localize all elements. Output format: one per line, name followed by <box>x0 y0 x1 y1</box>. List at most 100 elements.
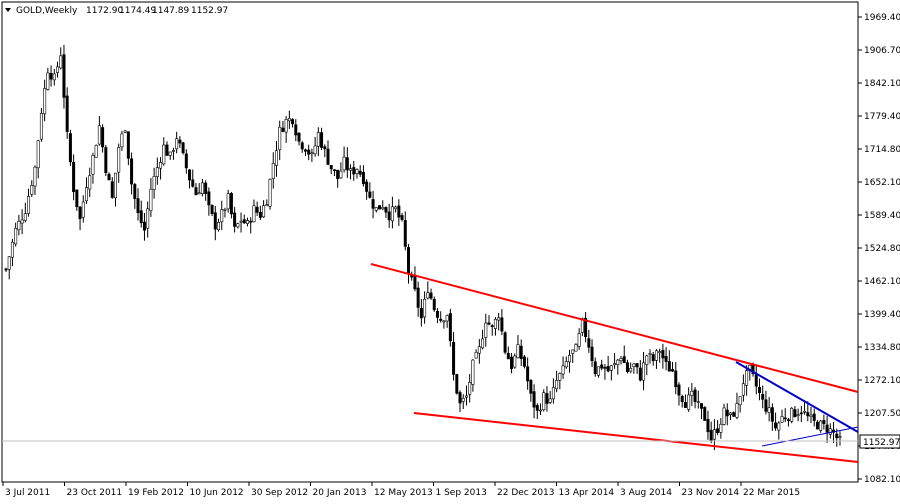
candle-body <box>671 369 675 372</box>
candle-body <box>274 150 278 166</box>
candle-body <box>413 274 417 290</box>
candle-body <box>352 167 356 175</box>
candle-body <box>68 133 72 163</box>
candle-body <box>558 373 562 381</box>
candle-body <box>548 398 552 403</box>
candle-body <box>564 361 568 368</box>
candle-body <box>696 401 700 403</box>
candle-body <box>809 414 813 417</box>
candle-body <box>56 66 60 73</box>
candle-body <box>384 207 388 213</box>
collapse-arrow-icon[interactable] <box>5 8 11 12</box>
candle-body <box>197 192 201 195</box>
candle-body <box>361 171 365 185</box>
candle-body <box>126 131 130 159</box>
candle-body <box>806 412 810 417</box>
candle-body <box>213 212 217 230</box>
candle-body <box>741 383 745 396</box>
y-tick-label: 1589.40 <box>864 211 900 221</box>
candle-body <box>513 355 517 368</box>
candle-body <box>835 433 839 439</box>
candle-body <box>600 364 604 369</box>
candle-body <box>545 393 549 404</box>
candle-body <box>223 208 227 211</box>
candle-body <box>464 395 468 398</box>
candle-body <box>593 361 597 375</box>
candle-body <box>474 351 478 359</box>
candle-body <box>313 145 317 155</box>
candle-body <box>204 182 208 194</box>
candle-body <box>664 356 668 362</box>
candle-body <box>645 355 649 365</box>
candle-body <box>796 414 800 416</box>
candle-body <box>397 205 401 218</box>
red-upper-trendline[interactable] <box>370 263 859 393</box>
candle-body <box>188 169 192 181</box>
blue-wedge-lower-line[interactable] <box>761 426 859 447</box>
candle-body <box>104 147 108 173</box>
candle-body <box>693 389 697 402</box>
candle-body <box>567 354 571 363</box>
candle-body <box>648 353 652 355</box>
candle-body <box>390 206 394 222</box>
candle-body <box>17 220 21 231</box>
candle-body <box>516 344 520 358</box>
candle-body <box>287 118 291 122</box>
y-tick-label: 1207.50 <box>864 409 900 419</box>
candle-body <box>442 320 446 323</box>
candle-body <box>432 298 436 311</box>
x-tick-label: 12 May 2013 <box>374 488 433 498</box>
candle-body <box>532 391 536 408</box>
candle-body <box>606 366 610 372</box>
y-tick-label: 1779.40 <box>864 112 900 122</box>
candle-body <box>258 211 262 218</box>
blue-wedge-upper-line[interactable] <box>735 361 859 433</box>
y-tick-label: 1082.10 <box>864 475 900 485</box>
candle-body <box>461 397 465 402</box>
candle-body <box>406 247 410 274</box>
candle-body <box>62 54 66 98</box>
candle-body <box>14 228 18 245</box>
x-tick-label: 1 Sep 2013 <box>436 488 487 498</box>
candle-body <box>609 365 613 371</box>
red-lower-trendline[interactable] <box>413 412 859 463</box>
candle-body <box>339 170 343 179</box>
candle-body <box>535 405 539 411</box>
candle-body <box>146 208 150 229</box>
candle-body <box>622 356 626 364</box>
y-tick-label: 1842.10 <box>864 79 900 89</box>
candle-body <box>133 184 137 199</box>
candle-body <box>387 211 391 221</box>
y-tick-label: 1334.80 <box>864 343 900 353</box>
candle-body <box>46 72 50 90</box>
candle-body <box>577 333 581 347</box>
candle-body <box>777 422 781 431</box>
current-price-badge <box>859 434 900 449</box>
candle-body <box>184 153 188 169</box>
candle-body <box>400 215 404 220</box>
candle-body <box>625 362 629 373</box>
candle-body <box>88 175 92 190</box>
candle-body <box>72 161 76 193</box>
candle-body <box>745 370 749 386</box>
candle-body <box>262 205 266 218</box>
candle-body <box>278 126 282 150</box>
candle-body <box>448 313 452 342</box>
candle-body <box>136 198 140 213</box>
candle-body <box>4 268 8 271</box>
candle-body <box>210 204 214 214</box>
x-tick-label: 20 Jan 2013 <box>313 488 367 498</box>
candle-body <box>790 407 794 422</box>
candle-body <box>706 419 710 433</box>
candle-body <box>110 181 114 198</box>
candle-body <box>822 420 826 424</box>
candle-body <box>555 380 559 390</box>
candle-body <box>423 298 427 318</box>
candle-body <box>117 147 121 173</box>
candle-body <box>481 338 485 349</box>
candle-body <box>316 132 320 147</box>
candle-body <box>165 144 169 156</box>
candle-body <box>394 206 398 210</box>
